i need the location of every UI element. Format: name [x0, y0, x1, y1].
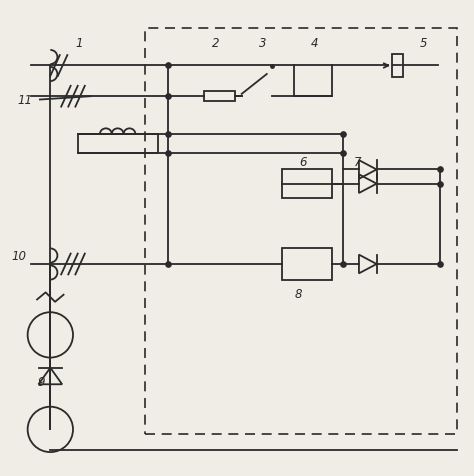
- Bar: [282, 248, 331, 280]
- Text: 9: 9: [37, 376, 45, 388]
- Bar: [204, 91, 235, 101]
- Bar: [145, 28, 457, 434]
- Text: 5: 5: [420, 37, 428, 50]
- Text: 8: 8: [295, 288, 302, 301]
- Bar: [78, 134, 158, 153]
- Bar: [392, 54, 403, 77]
- Text: 6: 6: [300, 156, 307, 169]
- Text: 10: 10: [11, 250, 26, 263]
- Bar: [282, 169, 331, 198]
- Text: 4: 4: [311, 37, 319, 50]
- Text: 1: 1: [75, 37, 82, 50]
- Text: 7: 7: [354, 156, 361, 169]
- Text: 3: 3: [259, 37, 267, 50]
- Text: 2: 2: [212, 37, 219, 50]
- Text: 11: 11: [18, 94, 33, 108]
- Bar: [294, 66, 331, 96]
